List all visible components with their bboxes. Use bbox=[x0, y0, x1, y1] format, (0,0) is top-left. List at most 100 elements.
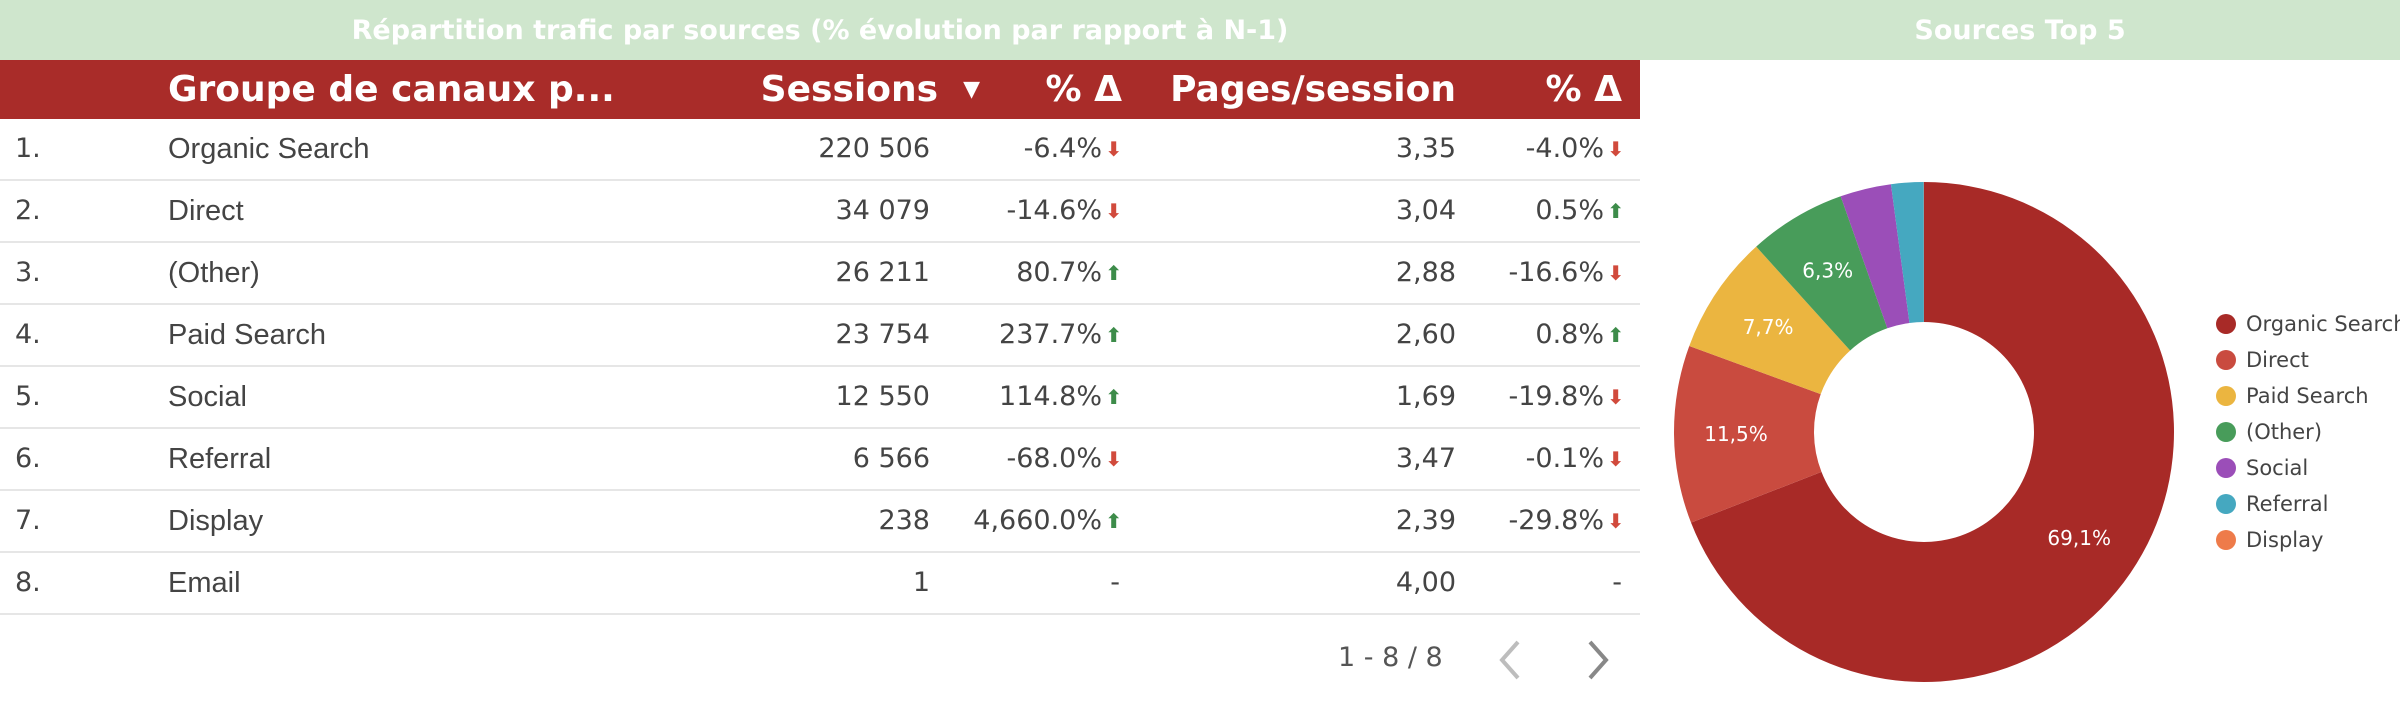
row-pages-delta: 0.8% bbox=[1535, 319, 1604, 350]
table-row[interactable]: 3. (Other) 26 211 80.7% 2,88 -16.6% ⬆ ⬇ bbox=[0, 243, 1640, 305]
column-header-channel[interactable]: Groupe de canaux p... bbox=[168, 69, 615, 110]
legend-item[interactable]: Direct bbox=[2214, 342, 2400, 378]
row-pages-per-session: 2,39 bbox=[1395, 505, 1456, 536]
arrow-down-icon: ⬇ bbox=[1607, 137, 1624, 161]
row-index: 3. bbox=[15, 257, 41, 288]
row-pages-per-session: 3,04 bbox=[1395, 195, 1456, 226]
row-index: 7. bbox=[15, 505, 41, 536]
row-channel: Social bbox=[168, 381, 247, 413]
legend-swatch bbox=[2216, 350, 2236, 370]
chevron-right-icon[interactable] bbox=[1578, 636, 1618, 684]
row-pages-per-session: 3,47 bbox=[1395, 443, 1456, 474]
row-sessions: 6 566 bbox=[852, 443, 930, 474]
table-row[interactable]: 6. Referral 6 566 -68.0% 3,47 -0.1% ⬇ ⬇ bbox=[0, 429, 1640, 491]
column-header-pages-delta[interactable]: % Δ bbox=[1545, 69, 1622, 110]
legend-label: Paid Search bbox=[2246, 384, 2369, 408]
pie-slice-label: 11,5% bbox=[1704, 422, 1768, 446]
row-pages-per-session: 2,88 bbox=[1395, 257, 1456, 288]
pie-slice[interactable] bbox=[1890, 182, 1924, 323]
pie-slice[interactable] bbox=[1689, 246, 1851, 395]
arrow-up-icon: ⬆ bbox=[1607, 323, 1624, 347]
arrow-down-icon: ⬇ bbox=[1607, 509, 1624, 533]
legend-label: Direct bbox=[2246, 348, 2309, 372]
table-row[interactable]: 2. Direct 34 079 -14.6% 3,04 0.5% ⬇ ⬆ bbox=[0, 181, 1640, 243]
legend-item[interactable]: Display bbox=[2214, 522, 2400, 558]
row-sessions-delta: 114.8% bbox=[999, 381, 1102, 412]
table-title-banner: Répartition trafic par sources (% évolut… bbox=[0, 0, 1640, 60]
row-pages-per-session: 1,69 bbox=[1395, 381, 1456, 412]
table-row[interactable]: 8. Email 1 - 4,00 - bbox=[0, 553, 1640, 615]
chevron-left-icon[interactable] bbox=[1490, 636, 1530, 684]
row-pages-per-session: 2,60 bbox=[1395, 319, 1456, 350]
row-sessions: 26 211 bbox=[835, 257, 930, 288]
table-row[interactable]: 7. Display 238 4,660.0% 2,39 -29.8% ⬆ ⬇ bbox=[0, 491, 1640, 553]
pie-slice-label: 69,1% bbox=[2047, 526, 2111, 550]
pagination-range: 1 - 8 / 8 bbox=[1338, 642, 1443, 673]
column-header-pages-per-session[interactable]: Pages/session bbox=[1170, 69, 1456, 110]
column-header-sessions[interactable]: Sessions bbox=[760, 69, 938, 110]
row-channel: Organic Search bbox=[168, 133, 370, 165]
legend-swatch bbox=[2216, 386, 2236, 406]
row-sessions-delta: -14.6% bbox=[1006, 195, 1102, 226]
legend-swatch bbox=[2216, 458, 2236, 478]
row-sessions: 23 754 bbox=[835, 319, 930, 350]
column-header-sessions-delta[interactable]: % Δ bbox=[1045, 69, 1122, 110]
legend-label: (Other) bbox=[2246, 420, 2323, 444]
row-channel: Paid Search bbox=[168, 319, 326, 351]
pie-slice-label: 7,7% bbox=[1743, 315, 1794, 339]
chart-title: Sources Top 5 bbox=[1914, 14, 2126, 46]
legend-item[interactable]: Paid Search bbox=[2214, 378, 2400, 414]
legend-item[interactable]: (Other) bbox=[2214, 414, 2400, 450]
row-channel: Display bbox=[168, 505, 264, 537]
row-sessions: 220 506 bbox=[818, 133, 930, 164]
table-body: 1. Organic Search 220 506 -6.4% 3,35 -4.0% ⬇ ⬇ 2… bbox=[0, 119, 1640, 615]
row-pages-delta: -29.8% bbox=[1508, 505, 1604, 536]
legend-swatch bbox=[2216, 422, 2236, 442]
arrow-up-icon: ⬆ bbox=[1105, 323, 1122, 347]
row-index: 5. bbox=[15, 381, 41, 412]
table-row[interactable]: 5. Social 12 550 114.8% 1,69 -19.8% ⬆ ⬇ bbox=[0, 367, 1640, 429]
row-pages-delta: -16.6% bbox=[1508, 257, 1604, 288]
row-channel: Email bbox=[168, 567, 241, 599]
table-row[interactable]: 1. Organic Search 220 506 -6.4% 3,35 -4.0% ⬇ ⬇ bbox=[0, 119, 1640, 181]
row-pages-delta: - bbox=[1612, 567, 1622, 598]
row-pages-per-session: 3,35 bbox=[1395, 133, 1456, 164]
table-title: Répartition trafic par sources (% évolut… bbox=[351, 14, 1289, 46]
table-row[interactable]: 4. Paid Search 23 754 237.7% 2,60 0.8% ⬆ ⬆ bbox=[0, 305, 1640, 367]
legend-label: Referral bbox=[2246, 492, 2329, 516]
row-pages-delta: -0.1% bbox=[1525, 443, 1604, 474]
sort-desc-icon[interactable]: ▼ bbox=[963, 77, 980, 102]
legend-item[interactable]: Social bbox=[2214, 450, 2400, 486]
row-pages-delta: -4.0% bbox=[1525, 133, 1604, 164]
arrow-down-icon: ⬇ bbox=[1607, 261, 1624, 285]
row-index: 6. bbox=[15, 443, 41, 474]
legend-swatch bbox=[2216, 314, 2236, 334]
chart-legend: Organic Search Direct Paid Search (Other) So… bbox=[2214, 306, 2400, 558]
legend-label: Display bbox=[2246, 528, 2324, 552]
legend-item[interactable]: Referral bbox=[2214, 486, 2400, 522]
row-sessions: 34 079 bbox=[835, 195, 930, 226]
arrow-up-icon: ⬆ bbox=[1607, 199, 1624, 223]
row-index: 4. bbox=[15, 319, 41, 350]
row-channel: Referral bbox=[168, 443, 272, 475]
legend-item[interactable]: Organic Search bbox=[2214, 306, 2400, 342]
donut-chart: 69,1% 11,5% 7,7% 6,3% bbox=[1674, 182, 2174, 682]
chart-title-banner: Sources Top 5 bbox=[1640, 0, 2400, 60]
pie-slice[interactable] bbox=[1691, 182, 2174, 682]
row-index: 8. bbox=[15, 567, 41, 598]
row-sessions-delta: 237.7% bbox=[999, 319, 1102, 350]
row-index: 2. bbox=[15, 195, 41, 226]
arrow-down-icon: ⬇ bbox=[1607, 385, 1624, 409]
pie-slice[interactable] bbox=[1674, 345, 1822, 523]
legend-label: Social bbox=[2246, 456, 2309, 480]
row-sessions-delta: -68.0% bbox=[1006, 443, 1102, 474]
table-header: Groupe de canaux p... Sessions ▼ % Δ Pag… bbox=[0, 60, 1640, 119]
legend-swatch bbox=[2216, 494, 2236, 514]
pie-slice[interactable] bbox=[1840, 184, 1910, 329]
row-sessions: 238 bbox=[878, 505, 930, 536]
row-sessions-delta: 80.7% bbox=[1016, 257, 1102, 288]
arrow-down-icon: ⬇ bbox=[1105, 199, 1122, 223]
row-sessions-delta: 4,660.0% bbox=[973, 505, 1102, 536]
pie-slice[interactable] bbox=[1756, 196, 1888, 351]
row-sessions-delta: -6.4% bbox=[1023, 133, 1102, 164]
